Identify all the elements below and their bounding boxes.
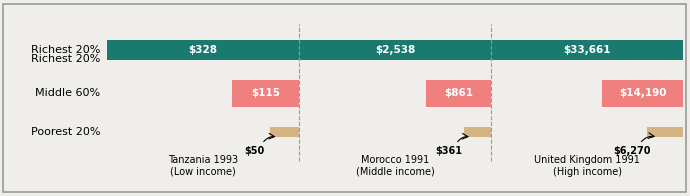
Text: $6,270: $6,270 (613, 146, 651, 156)
Text: United Kingdom 1991
(High income): United Kingdom 1991 (High income) (534, 155, 640, 177)
Text: Tanzania 1993
(Low income): Tanzania 1993 (Low income) (168, 155, 238, 177)
Bar (491, 40, 683, 60)
Bar (232, 80, 299, 107)
Text: Richest 20%: Richest 20% (30, 45, 100, 55)
Bar (107, 40, 299, 60)
Text: $2,538: $2,538 (375, 45, 415, 55)
Bar (426, 80, 491, 107)
Text: $861: $861 (444, 88, 473, 98)
Text: $361: $361 (435, 146, 462, 156)
Bar (299, 40, 491, 60)
Bar (647, 127, 683, 137)
Text: $33,661: $33,661 (563, 45, 611, 55)
Text: Middle 60%: Middle 60% (35, 88, 100, 98)
Text: $328: $328 (188, 45, 217, 55)
Text: $14,190: $14,190 (619, 88, 667, 98)
Text: Morocco 1991
(Middle income): Morocco 1991 (Middle income) (355, 155, 435, 177)
Bar (602, 80, 683, 107)
Text: Poorest 20%: Poorest 20% (30, 127, 100, 137)
Bar (464, 127, 491, 137)
Bar (270, 127, 299, 137)
Text: Richest 20%: Richest 20% (30, 54, 100, 64)
Text: $115: $115 (251, 88, 280, 98)
Text: $50: $50 (244, 146, 264, 156)
